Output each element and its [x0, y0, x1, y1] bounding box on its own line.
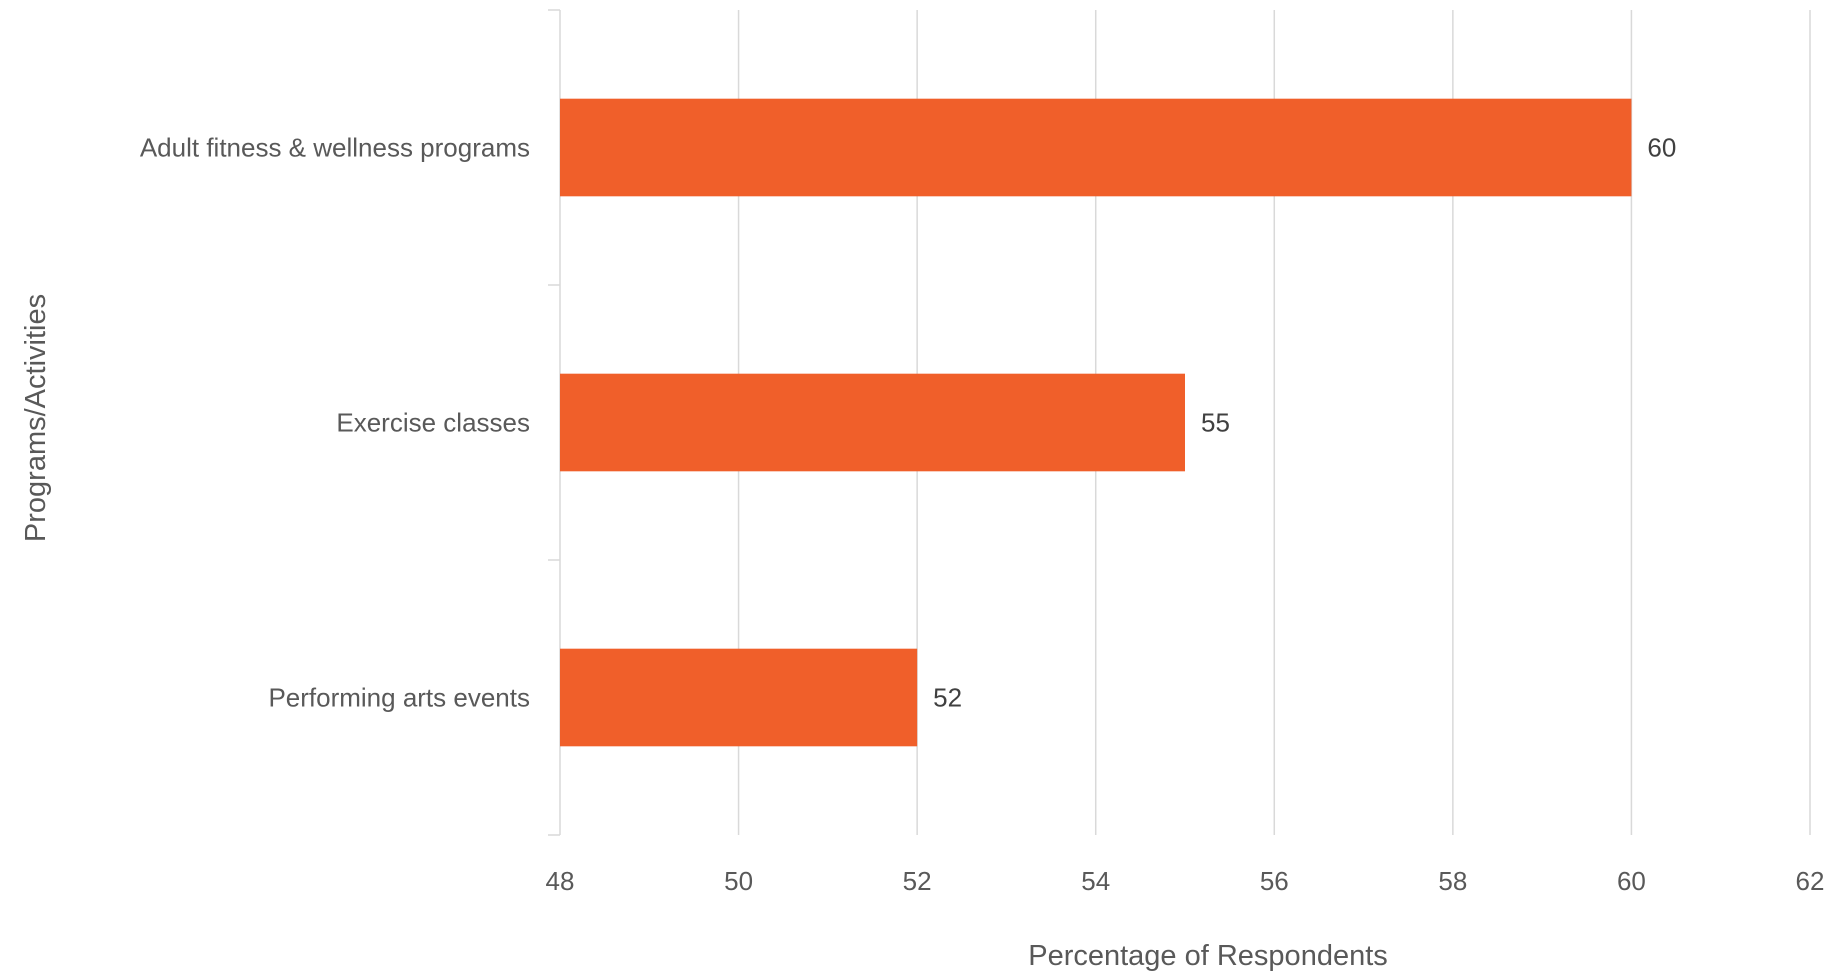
bar	[560, 648, 918, 747]
bar	[560, 98, 1632, 197]
x-tick-label: 60	[1617, 866, 1646, 896]
y-axis-categories: Adult fitness & wellness programs Exercis…	[140, 133, 530, 713]
x-tick-label: 54	[1081, 866, 1110, 896]
bar	[560, 373, 1185, 472]
category-label: Performing arts events	[268, 683, 530, 713]
x-tick-label: 52	[903, 866, 932, 896]
data-labels: 60 55 52	[933, 133, 1676, 713]
data-label: 52	[933, 683, 962, 713]
x-tick-label: 58	[1438, 866, 1467, 896]
x-tick-label: 62	[1796, 866, 1825, 896]
bars	[560, 98, 1632, 747]
y-axis-title: Programs/Activities	[20, 294, 52, 542]
data-label: 55	[1201, 408, 1230, 438]
x-tick-label: 48	[546, 866, 575, 896]
x-axis-ticks: 48 50 52 54 56 58 60 62	[546, 866, 1825, 896]
x-axis-title: Percentage of Respondents	[1028, 940, 1388, 972]
category-label: Exercise classes	[336, 408, 530, 438]
x-tick-label: 50	[724, 866, 753, 896]
x-tick-label: 56	[1260, 866, 1289, 896]
category-axis	[548, 9, 561, 836]
category-label: Adult fitness & wellness programs	[140, 133, 530, 163]
data-label: 60	[1647, 133, 1676, 163]
